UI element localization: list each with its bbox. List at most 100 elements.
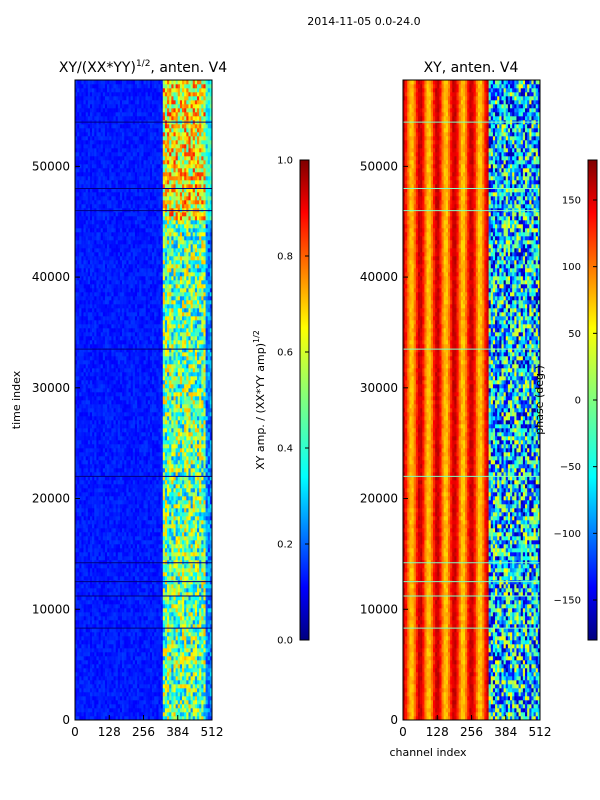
heatmap-cell [203, 552, 206, 557]
heatmap-cell [113, 644, 116, 649]
heatmap-cell [119, 548, 123, 553]
heatmap-cell [92, 524, 95, 529]
heatmap-cell [79, 588, 82, 593]
heatmap-cell [132, 516, 136, 521]
heatmap-cell [186, 472, 189, 477]
heatmap-cell [149, 704, 153, 709]
heatmap-cell [167, 616, 170, 621]
heatmap-cell [81, 512, 84, 517]
heatmap-cell [92, 636, 95, 641]
heatmap-cell [173, 664, 176, 669]
heatmap-cell [209, 564, 212, 569]
heatmap-cell [100, 512, 104, 517]
heatmap-cell [197, 508, 200, 513]
heatmap-cell [154, 672, 157, 677]
heatmap-cell [158, 680, 161, 685]
heatmap-cell [111, 464, 114, 469]
heatmap-cell [128, 636, 131, 641]
heatmap-cell [152, 716, 155, 720]
heatmap-cell [94, 640, 97, 645]
heatmap-cell [177, 624, 181, 629]
heatmap-cell [182, 560, 185, 565]
heatmap-cell [117, 580, 121, 585]
heatmap-cell [186, 436, 189, 441]
heatmap-cell [167, 704, 170, 709]
heatmap-cell [201, 412, 204, 417]
heatmap-cell [156, 456, 159, 461]
heatmap-cell [134, 436, 138, 441]
heatmap-cell [98, 680, 101, 685]
heatmap-cell [152, 476, 155, 481]
heatmap-cell [190, 620, 194, 625]
heatmap-cell [143, 688, 146, 693]
heatmap-cell [113, 608, 116, 613]
heatmap-cell [147, 620, 151, 625]
heatmap-cell [169, 568, 172, 573]
heatmap-cell [192, 668, 196, 673]
heatmap-cell [102, 660, 106, 665]
heatmap-cell [162, 648, 166, 653]
heatmap-cell [102, 428, 106, 433]
heatmap-cell [167, 692, 170, 697]
heatmap-cell [190, 480, 194, 485]
heatmap-cell [147, 672, 151, 677]
heatmap-cell [117, 604, 121, 609]
heatmap-cell [128, 564, 131, 569]
heatmap-cell [141, 484, 144, 489]
heatmap-cell [162, 412, 166, 417]
heatmap-cell [162, 464, 166, 469]
heatmap-cell [162, 588, 166, 593]
heatmap-cell [92, 564, 95, 569]
heatmap-cell [85, 468, 89, 473]
heatmap-cell [209, 460, 212, 465]
heatmap-cell [190, 460, 194, 465]
heatmap-cell [205, 664, 209, 669]
heatmap-cell [182, 616, 185, 621]
heatmap-cell [104, 548, 108, 553]
heatmap-cell [94, 660, 97, 665]
heatmap-cell [184, 600, 187, 605]
heatmap-cell [143, 556, 146, 561]
heatmap-cell [102, 444, 106, 449]
heatmap-cell [119, 636, 123, 641]
heatmap-cell [124, 504, 127, 509]
heatmap-cell [117, 536, 121, 541]
heatmap-cell [203, 516, 206, 521]
heatmap-cell [145, 520, 149, 525]
heatmap-cell [75, 628, 78, 633]
heatmap-cell [143, 712, 146, 717]
heatmap-cell [96, 572, 99, 577]
heatmap-cell [75, 552, 78, 557]
heatmap-cell [145, 504, 149, 509]
heatmap-cell [119, 408, 123, 413]
heatmap-cell [87, 472, 91, 477]
heatmap-cell [109, 540, 112, 545]
heatmap-cell [100, 440, 104, 445]
heatmap-cell [119, 464, 123, 469]
heatmap-cell [194, 408, 198, 413]
heatmap-cell [81, 624, 84, 629]
heatmap-cell [85, 672, 89, 677]
heatmap-cell [75, 612, 78, 617]
heatmap-cell [190, 644, 194, 649]
heatmap-cell [139, 532, 142, 537]
heatmap-cell [141, 528, 144, 533]
heatmap-cell [122, 568, 125, 573]
heatmap-cell [96, 544, 99, 549]
heatmap-cell [119, 584, 123, 589]
heatmap-cell [145, 428, 149, 433]
heatmap-cell [102, 496, 106, 501]
heatmap-cell [209, 616, 212, 621]
heatmap-cell [132, 692, 136, 697]
heatmap-cell [158, 480, 161, 485]
heatmap-cell [164, 448, 168, 453]
heatmap-cell [83, 472, 86, 477]
heatmap-cell [184, 596, 187, 601]
heatmap-cell [175, 600, 179, 605]
heatmap-cell [197, 652, 200, 657]
heatmap-cell [102, 588, 106, 593]
heatmap-cell [111, 632, 114, 637]
heatmap-cell [83, 528, 86, 533]
heatmap-cell [177, 636, 181, 641]
heatmap-cell [149, 700, 153, 705]
